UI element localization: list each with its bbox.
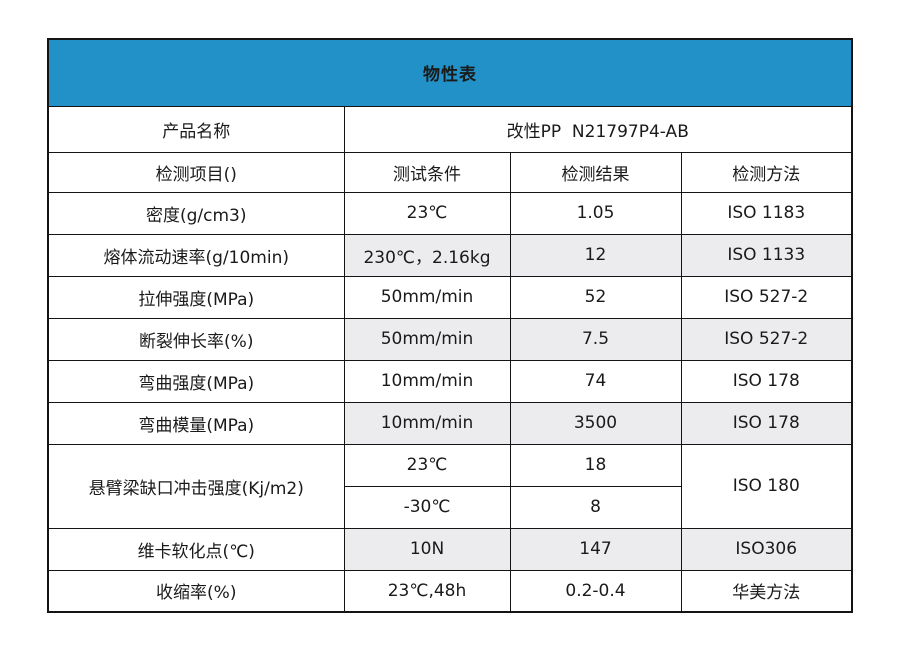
cell-item: 维卡软化点(℃) [47, 527, 345, 571]
product-name-value: 改性PP N21797P4-AB [343, 105, 853, 153]
cell-result: 147 [509, 527, 682, 571]
cell-result: 18 [509, 443, 682, 487]
cell-condition: 50mm/min [343, 317, 511, 361]
product-name-row: 产品名称 改性PP N21797P4-AB [47, 105, 853, 153]
cell-item: 熔体流动速率(g/10min) [47, 233, 345, 277]
cell-method: ISO306 [680, 527, 853, 571]
cell-condition: 50mm/min [343, 275, 511, 319]
row-elongation-at-break: 断裂伸长率(%) 50mm/min 7.5 ISO 527-2 [47, 317, 853, 361]
cell-condition: 230℃，2.16kg [343, 233, 511, 277]
cell-condition: 23℃ [343, 443, 511, 487]
cell-method: ISO 178 [680, 401, 853, 445]
column-header-item: 检测项目() [47, 151, 345, 193]
cell-result: 12 [509, 233, 682, 277]
cell-result: 52 [509, 275, 682, 319]
cell-condition: 23℃ [343, 191, 511, 235]
cell-method: ISO 1133 [680, 233, 853, 277]
product-name-label: 产品名称 [47, 105, 345, 153]
cell-result: 1.05 [509, 191, 682, 235]
table-title: 物性表 [47, 38, 853, 107]
row-izod-impact-minus30c: -30℃ 8 [48, 485, 852, 529]
column-header-method: 检测方法 [680, 151, 853, 193]
cell-result: 3500 [509, 401, 682, 445]
cell-result: 8 [509, 485, 682, 529]
cell-condition: 10mm/min [343, 359, 511, 403]
cell-item: 弯曲模量(MPa) [47, 401, 345, 445]
cell-method: ISO 527-2 [680, 317, 853, 361]
cell-method: ISO 1183 [680, 191, 853, 235]
row-shrinkage: 收缩率(%) 23℃,48h 0.2-0.4 华美方法 [47, 569, 853, 613]
title-row: 物性表 [47, 38, 853, 107]
row-tensile-strength: 拉伸强度(MPa) 50mm/min 52 ISO 527-2 [47, 275, 853, 319]
cell-method: 华美方法 [680, 569, 853, 613]
cell-condition: 23℃,48h [343, 569, 511, 613]
cell-condition: 10N [343, 527, 511, 571]
cell-condition: -30℃ [343, 485, 511, 529]
column-header-result: 检测结果 [509, 151, 682, 193]
cell-method: ISO 527-2 [680, 275, 853, 319]
cell-item: 收缩率(%) [47, 569, 345, 613]
cell-result: 0.2-0.4 [509, 569, 682, 613]
cell-result: 74 [509, 359, 682, 403]
cell-item: 弯曲强度(MPa) [47, 359, 345, 403]
cell-item: 密度(g/cm3) [47, 191, 345, 235]
physical-properties-table: 物性表 产品名称 改性PP N21797P4-AB 检测项目() 测试条件 检测… [47, 38, 853, 613]
row-izod-impact-23c: 悬臂梁缺口冲击强度(Kj/m2) 23℃ 18 ISO 180 [47, 443, 853, 529]
row-flexural-strength: 弯曲强度(MPa) 10mm/min 74 ISO 178 [47, 359, 853, 403]
column-header-condition: 测试条件 [343, 151, 511, 193]
cell-item: 断裂伸长率(%) [47, 317, 345, 361]
cell-method: ISO 180 [680, 443, 853, 529]
row-flexural-modulus: 弯曲模量(MPa) 10mm/min 3500 ISO 178 [47, 401, 853, 445]
row-vicat-softening-point: 维卡软化点(℃) 10N 147 ISO306 [47, 527, 853, 571]
cell-item: 悬臂梁缺口冲击强度(Kj/m2) [47, 443, 345, 529]
cell-result: 7.5 [509, 317, 682, 361]
row-density: 密度(g/cm3) 23℃ 1.05 ISO 1183 [47, 191, 853, 235]
column-header-row: 检测项目() 测试条件 检测结果 检测方法 [47, 151, 853, 193]
cell-condition: 10mm/min [343, 401, 511, 445]
cell-method: ISO 178 [680, 359, 853, 403]
cell-item: 拉伸强度(MPa) [47, 275, 345, 319]
row-melt-flow-rate: 熔体流动速率(g/10min) 230℃，2.16kg 12 ISO 1133 [47, 233, 853, 277]
